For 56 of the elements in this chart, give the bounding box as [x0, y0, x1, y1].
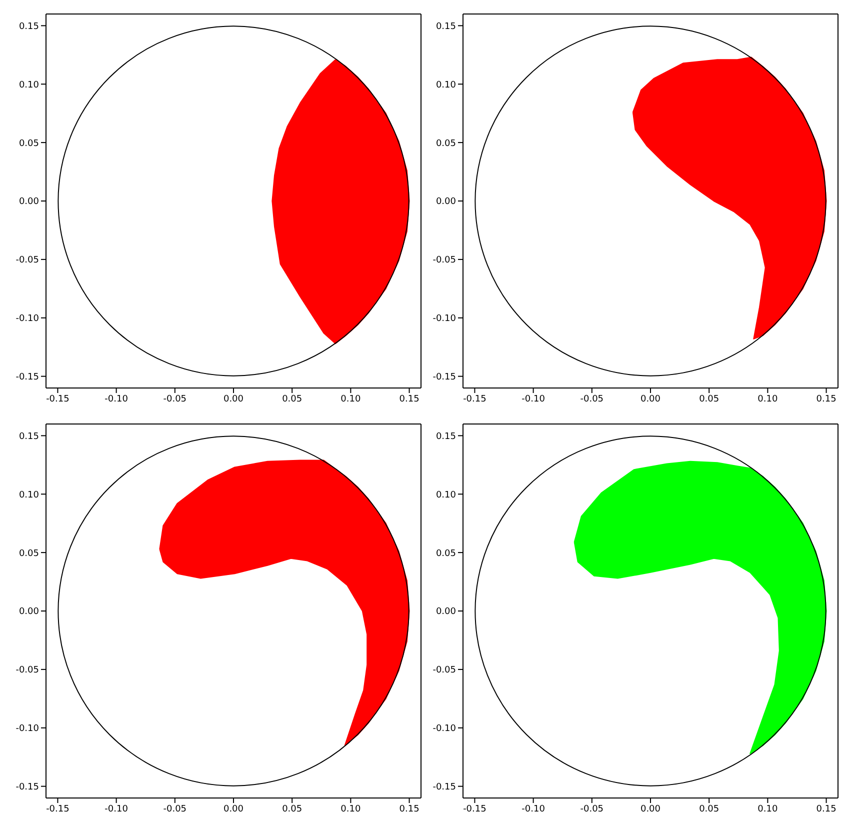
y-tick-label: -0.15	[432, 372, 456, 383]
x-tick-label: -0.05	[580, 804, 604, 814]
y-tick-label: 0.05	[436, 548, 456, 559]
y-tick-label: -0.15	[16, 782, 39, 793]
x-tick-label: -0.10	[104, 804, 128, 814]
x-tick-label: 0.15	[399, 804, 420, 814]
x-tick-label: -0.05	[163, 804, 187, 814]
y-tick-label: 0.10	[18, 490, 40, 500]
x-tick-label: -0.15	[46, 804, 70, 814]
y-tick-label: 0.10	[436, 80, 456, 90]
y-tick-label: -0.15	[16, 372, 39, 383]
x-tick-label: 0.15	[816, 804, 836, 814]
x-tick-label: -0.05	[163, 394, 187, 404]
y-tick-label: -0.05	[432, 256, 456, 266]
y-tick-label: -0.10	[16, 724, 40, 734]
y-tick-label: 0.00	[436, 607, 456, 618]
y-tick-label: 0.05	[18, 138, 39, 149]
x-tick-label: 0.00	[223, 804, 244, 814]
x-tick-label: -0.15	[463, 804, 486, 814]
x-tick-label: 0.15	[816, 394, 836, 404]
x-tick-label: 0.00	[640, 804, 661, 814]
x-tick-label: 0.05	[699, 804, 720, 814]
x-tick-label: -0.15	[463, 394, 486, 404]
y-tick-label: 0.15	[436, 432, 456, 442]
x-tick-label: 0.10	[340, 804, 361, 814]
y-tick-label: -0.10	[432, 314, 456, 324]
y-tick-label: 0.05	[18, 548, 39, 559]
y-tick-label: -0.15	[432, 782, 456, 793]
y-tick-label: -0.05	[16, 666, 39, 676]
x-tick-label: 0.05	[282, 804, 302, 814]
y-tick-label: 0.00	[436, 197, 456, 208]
x-tick-label: 0.10	[758, 394, 778, 404]
x-tick-label: -0.15	[46, 394, 70, 404]
y-tick-label: 0.00	[18, 197, 40, 208]
y-tick-label: -0.10	[432, 724, 456, 734]
x-tick-label: 0.10	[758, 804, 778, 814]
x-tick-label: 0.05	[699, 394, 720, 404]
x-tick-label: -0.05	[580, 394, 604, 404]
y-tick-label: -0.05	[16, 256, 39, 266]
y-tick-label: 0.00	[18, 607, 40, 618]
y-tick-label: -0.10	[16, 314, 40, 324]
x-tick-label: 0.10	[340, 394, 361, 404]
y-tick-label: -0.05	[432, 666, 456, 676]
x-tick-label: 0.00	[223, 394, 244, 404]
x-tick-label: -0.10	[104, 394, 128, 404]
x-tick-label: -0.10	[522, 804, 546, 814]
y-tick-label: 0.15	[18, 22, 39, 32]
y-tick-label: 0.15	[18, 432, 39, 442]
y-tick-label: 0.10	[436, 490, 456, 500]
y-tick-label: 0.05	[436, 138, 456, 149]
y-tick-label: 0.10	[18, 80, 40, 90]
x-tick-label: 0.05	[282, 394, 302, 404]
x-tick-label: -0.10	[522, 394, 546, 404]
y-tick-label: 0.15	[436, 22, 456, 32]
x-tick-label: 0.15	[399, 394, 420, 404]
x-tick-label: 0.00	[640, 394, 661, 404]
